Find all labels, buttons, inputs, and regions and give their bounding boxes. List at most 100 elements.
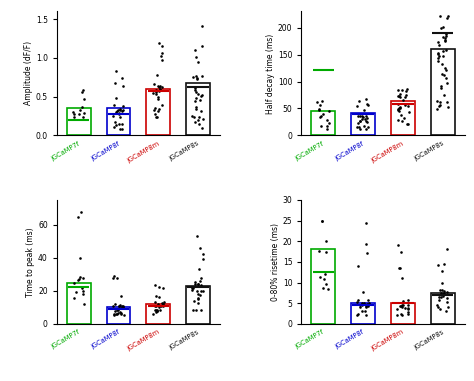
Point — [116, 106, 124, 112]
Point — [116, 114, 124, 120]
Point — [157, 53, 165, 59]
Point — [112, 109, 120, 115]
Point — [74, 277, 82, 283]
Point — [192, 95, 200, 101]
Text: jGCaMP7f: jGCaMP7f — [50, 140, 81, 162]
Point — [362, 312, 369, 318]
Point — [322, 238, 329, 244]
Point — [154, 94, 162, 100]
Point — [78, 285, 86, 291]
Point — [393, 306, 401, 312]
Point — [111, 119, 118, 125]
Text: jGCaMP7f: jGCaMP7f — [295, 140, 325, 162]
Point — [199, 250, 207, 256]
Point — [109, 303, 117, 309]
Point — [155, 83, 162, 89]
Point — [398, 312, 406, 318]
Text: jGCaMP7f: jGCaMP7f — [295, 329, 325, 350]
Bar — [67, 108, 91, 135]
Point — [153, 308, 160, 314]
Point — [440, 72, 448, 78]
Point — [118, 303, 126, 309]
Point — [438, 290, 445, 296]
Point — [152, 293, 160, 299]
Text: jGCaMP8f: jGCaMP8f — [334, 329, 365, 350]
Point — [193, 233, 201, 239]
Point — [113, 108, 120, 114]
Point — [404, 311, 411, 317]
Point — [155, 108, 162, 114]
Point — [362, 125, 369, 131]
Bar — [67, 283, 91, 324]
Point — [153, 114, 161, 120]
Point — [440, 261, 448, 267]
Text: jGCaMP8s: jGCaMP8s — [413, 329, 445, 351]
Point — [438, 61, 446, 67]
Y-axis label: 0-80% risetime (ms): 0-80% risetime (ms) — [271, 223, 280, 301]
Point — [154, 96, 162, 102]
Bar — [146, 304, 170, 324]
Point — [116, 126, 124, 132]
Point — [112, 311, 120, 317]
Point — [439, 293, 447, 299]
Point — [197, 97, 204, 103]
Point — [315, 248, 322, 254]
Point — [354, 102, 361, 109]
Point — [80, 288, 87, 295]
Point — [398, 304, 406, 310]
Point — [435, 50, 442, 56]
Text: jGCaMP8f: jGCaMP8f — [90, 140, 120, 162]
Point — [153, 303, 160, 309]
Point — [395, 105, 402, 111]
Point — [114, 107, 121, 113]
Point — [363, 112, 370, 118]
Point — [110, 102, 118, 109]
Point — [403, 86, 411, 93]
Point — [316, 274, 323, 280]
Point — [395, 265, 402, 271]
Point — [75, 276, 83, 282]
Point — [81, 96, 88, 102]
Point — [199, 288, 207, 294]
Point — [156, 83, 164, 89]
Point — [396, 303, 403, 309]
Point — [440, 288, 448, 295]
Point — [441, 38, 449, 45]
Point — [317, 123, 324, 129]
Text: jGCaMP8m: jGCaMP8m — [371, 140, 405, 163]
Point — [322, 281, 329, 287]
Point — [150, 81, 158, 87]
Point — [193, 288, 201, 295]
Point — [152, 106, 159, 112]
Point — [398, 275, 405, 281]
Point — [115, 303, 123, 309]
Point — [119, 304, 127, 310]
Point — [75, 111, 83, 117]
Point — [198, 275, 205, 282]
Point — [194, 281, 202, 287]
Point — [117, 293, 125, 299]
Point — [70, 114, 78, 120]
Point — [151, 282, 159, 288]
Point — [111, 308, 118, 314]
Point — [403, 120, 410, 126]
Point — [359, 114, 367, 120]
Point — [401, 102, 409, 109]
Point — [354, 120, 361, 126]
Point — [188, 285, 196, 291]
Point — [152, 89, 160, 95]
Point — [396, 104, 403, 110]
Point — [194, 296, 201, 302]
Point — [197, 107, 205, 114]
Point — [199, 256, 207, 262]
Point — [113, 68, 120, 74]
Point — [158, 50, 165, 56]
Text: jGCaMP8s: jGCaMP8s — [168, 140, 200, 162]
Point — [444, 299, 451, 305]
Point — [112, 301, 119, 307]
Point — [320, 276, 328, 282]
Point — [439, 24, 447, 30]
Point — [360, 300, 367, 306]
Point — [394, 93, 401, 99]
Point — [394, 312, 401, 318]
